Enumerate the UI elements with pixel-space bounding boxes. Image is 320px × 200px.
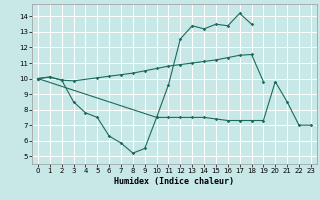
X-axis label: Humidex (Indice chaleur): Humidex (Indice chaleur) — [115, 177, 234, 186]
